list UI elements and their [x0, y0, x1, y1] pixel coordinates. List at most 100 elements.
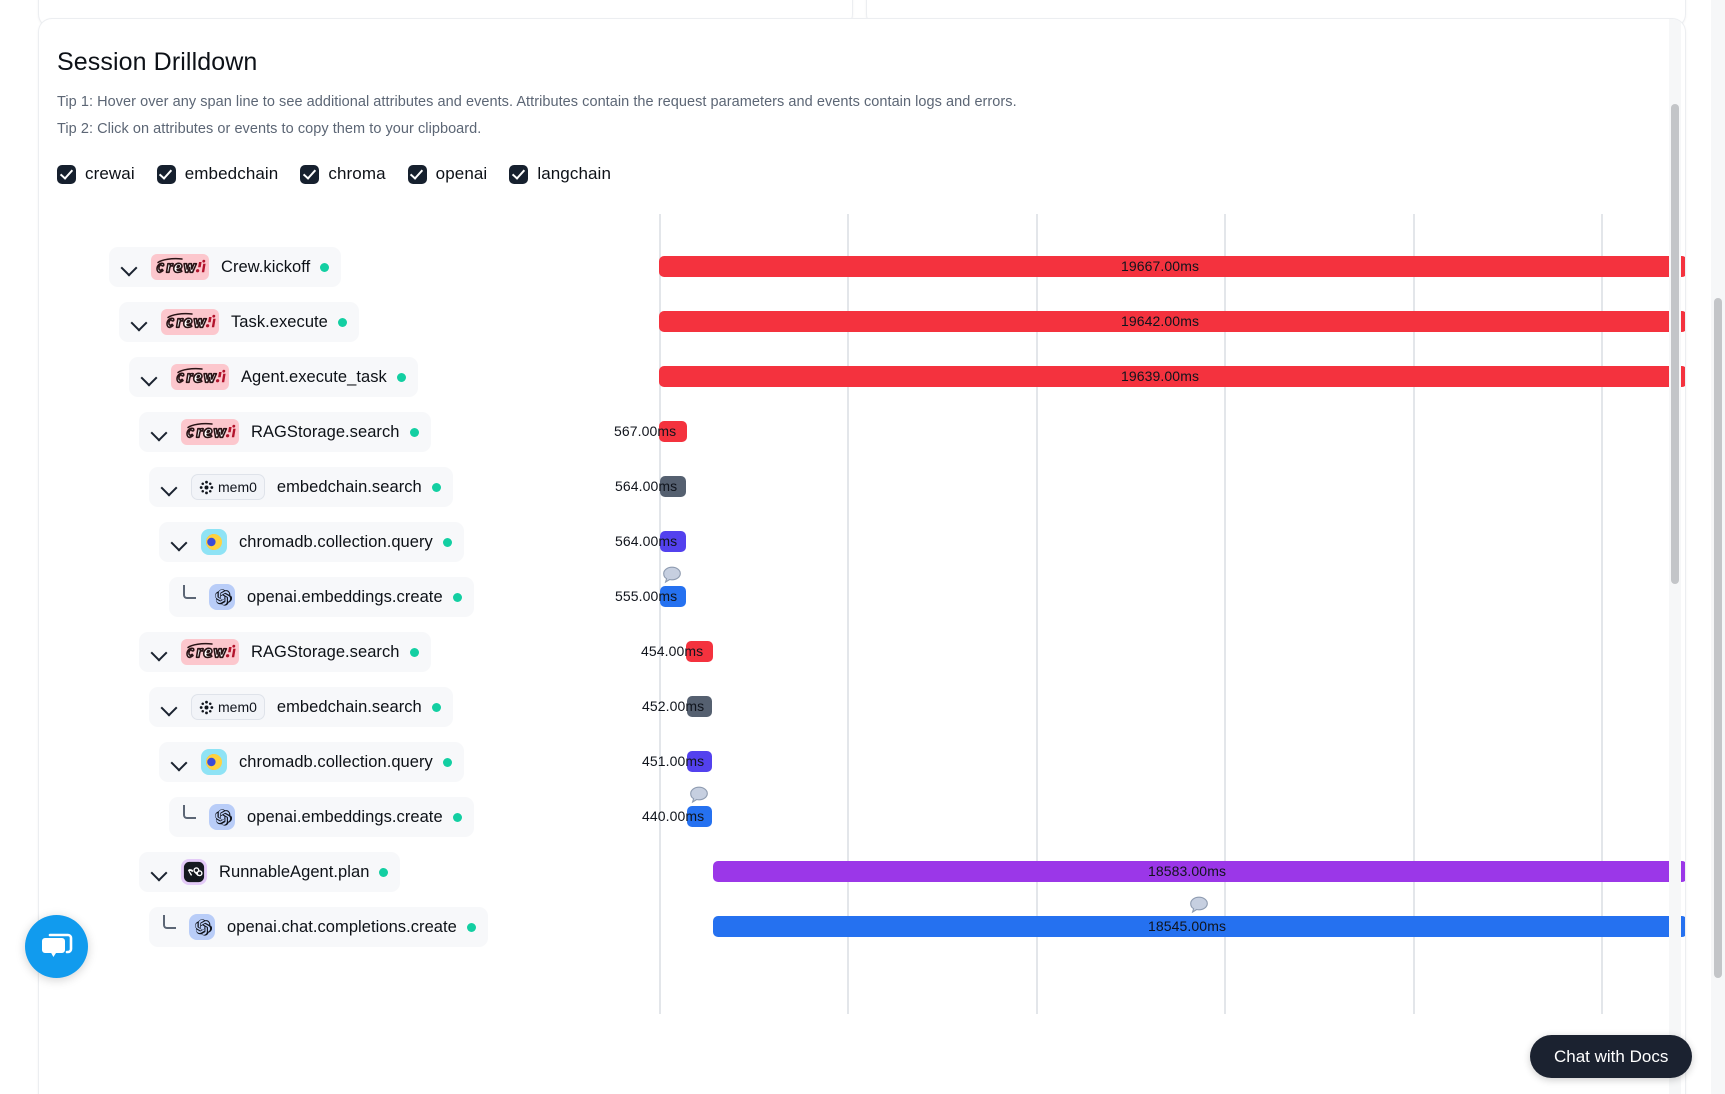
mem0-label: mem0 — [218, 479, 257, 495]
chevron-down-icon[interactable] — [149, 862, 169, 882]
span-duration-bar[interactable] — [713, 861, 1685, 882]
span-duration-bar[interactable] — [686, 641, 713, 662]
span-status-dot — [409, 647, 419, 657]
checkbox-chroma[interactable] — [300, 164, 320, 184]
mem0-logo-icon: mem0 — [191, 694, 265, 720]
span-duration-label: 440.00ms — [642, 808, 705, 824]
chevron-down-icon[interactable] — [169, 752, 189, 772]
span-event-bubble-icon[interactable] — [662, 566, 682, 585]
span-name-label: embedchain.search — [276, 477, 422, 496]
openai-logo-icon — [189, 914, 215, 940]
chat-bubble-fab[interactable] — [25, 915, 88, 978]
span-row[interactable]: mem0 embedchain.search — [149, 467, 453, 507]
span-duration-bar[interactable] — [687, 696, 712, 717]
crewai-logo-icon — [171, 364, 229, 390]
page-scrollbar-thumb[interactable] — [1714, 298, 1722, 978]
tree-elbow-icon — [179, 585, 199, 607]
filter-label-chroma: chroma — [328, 164, 386, 183]
span-event-bubble-icon[interactable] — [689, 786, 709, 805]
chevron-down-icon[interactable] — [169, 532, 189, 552]
span-status-dot — [379, 867, 389, 877]
timeline-gridline-3 — [1224, 214, 1226, 1014]
chevron-down-icon[interactable] — [139, 367, 159, 387]
filter-label-crewai: crewai — [85, 164, 135, 183]
span-row[interactable]: chromadb.collection.query — [159, 742, 464, 782]
page-title: Session Drilldown — [57, 48, 258, 76]
span-name-column: Crew.kickoff Task.execute Agent.execute_ta… — [39, 214, 659, 1014]
span-status-dot — [431, 702, 441, 712]
span-duration-bar[interactable] — [687, 806, 712, 827]
timeline-gridline-2 — [1036, 214, 1038, 1014]
chevron-down-icon[interactable] — [129, 312, 149, 332]
mem0-flower-icon — [199, 700, 214, 714]
page-scrollbar-track[interactable] — [1711, 0, 1725, 1094]
span-row[interactable]: RAGStorage.search — [139, 632, 431, 672]
span-row[interactable]: RunnableAgent.plan — [139, 852, 401, 892]
crewai-logo-icon — [181, 419, 239, 445]
chroma-logo-icon — [201, 749, 227, 775]
langchain-logo-icon — [181, 859, 207, 885]
filter-crewai[interactable]: crewai — [57, 164, 135, 184]
chevron-down-icon[interactable] — [149, 642, 169, 662]
filter-chroma[interactable]: chroma — [300, 164, 386, 184]
span-event-bubble-icon[interactable] — [1189, 896, 1209, 915]
filter-openai[interactable]: openai — [407, 164, 488, 184]
filter-langchain[interactable]: langchain — [509, 164, 611, 184]
span-duration-label: 555.00ms — [615, 588, 678, 604]
checkbox-langchain[interactable] — [509, 164, 529, 184]
span-name-label: openai.chat.completions.create — [227, 917, 457, 936]
span-duration-bar[interactable] — [659, 256, 1685, 277]
span-status-dot — [452, 592, 462, 602]
panel-scrollbar-track[interactable] — [1669, 19, 1681, 1094]
checkbox-openai[interactable] — [407, 164, 427, 184]
checkbox-crewai[interactable] — [57, 164, 76, 184]
span-status-dot — [442, 537, 452, 547]
span-duration-bar[interactable] — [660, 476, 686, 497]
chat-bubble-icon — [41, 933, 72, 957]
span-row[interactable]: openai.embeddings.create — [169, 797, 474, 837]
span-duration-bar[interactable] — [659, 366, 1685, 387]
span-status-dot — [466, 922, 476, 932]
span-row[interactable]: chromadb.collection.query — [159, 522, 464, 562]
span-status-dot — [337, 317, 347, 327]
span-row[interactable]: Crew.kickoff — [109, 247, 342, 287]
timeline-gridline-5 — [1601, 214, 1603, 1014]
crewai-logo-icon — [181, 639, 239, 665]
span-duration-label: 18583.00ms — [1148, 863, 1227, 879]
span-duration-bar[interactable] — [659, 421, 687, 442]
span-row[interactable]: Agent.execute_task — [129, 357, 418, 397]
chevron-down-icon[interactable] — [149, 422, 169, 442]
span-row[interactable]: Task.execute — [119, 302, 359, 342]
filter-label-openai: openai — [435, 164, 488, 183]
span-status-dot — [396, 372, 406, 382]
span-duration-bar[interactable] — [687, 751, 712, 772]
mem0-logo-icon: mem0 — [191, 474, 265, 500]
span-row[interactable]: openai.chat.completions.create — [149, 907, 488, 947]
openai-logo-icon — [209, 804, 235, 830]
mem0-flower-icon — [199, 480, 214, 494]
span-row[interactable]: mem0 embedchain.search — [149, 687, 453, 727]
span-duration-bar[interactable] — [659, 311, 1685, 332]
chevron-down-icon[interactable] — [119, 257, 139, 277]
span-row[interactable]: openai.embeddings.create — [169, 577, 474, 617]
chevron-down-icon[interactable] — [159, 697, 179, 717]
panel-scrollbar-thumb[interactable] — [1671, 104, 1679, 584]
span-row[interactable]: RAGStorage.search — [139, 412, 431, 452]
timeline-gridline-1 — [847, 214, 849, 1014]
span-duration-label: 564.00ms — [615, 533, 678, 549]
tree-elbow-icon — [159, 915, 179, 937]
checkbox-embedchain[interactable] — [156, 164, 176, 184]
span-duration-bar[interactable] — [713, 916, 1685, 937]
crewai-logo-icon — [151, 254, 209, 280]
span-status-dot — [409, 427, 419, 437]
filter-embedchain[interactable]: embedchain — [156, 164, 279, 184]
span-duration-label: 567.00ms — [614, 423, 677, 439]
span-name-label: Crew.kickoff — [221, 257, 311, 276]
chevron-down-icon[interactable] — [159, 477, 179, 497]
chat-with-docs-button[interactable]: Chat with Docs — [1530, 1035, 1693, 1078]
span-duration-bar[interactable] — [660, 586, 686, 607]
span-duration-bar[interactable] — [660, 531, 686, 552]
span-duration-label: 19639.00ms — [1121, 368, 1200, 384]
tip-1: Tip 1: Hover over any span line to see a… — [57, 94, 1017, 110]
span-duration-label: 19642.00ms — [1121, 313, 1200, 329]
